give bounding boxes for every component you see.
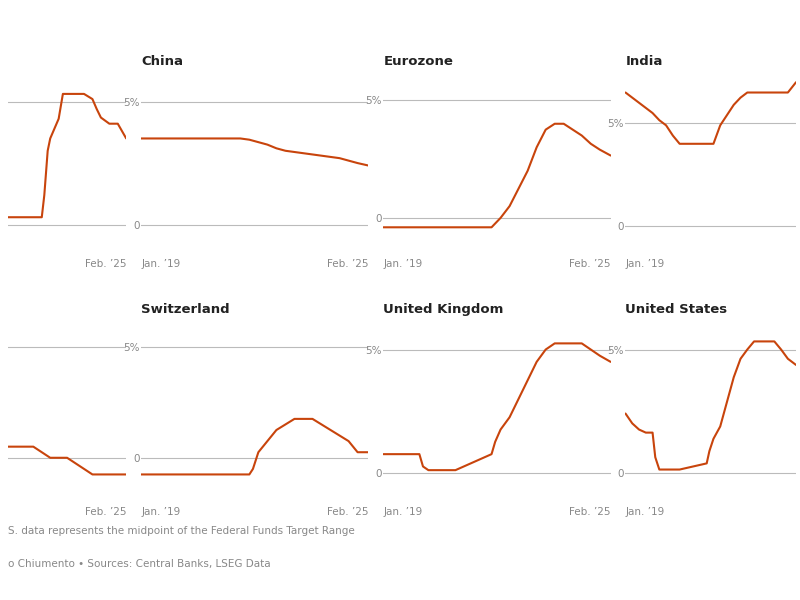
- Text: Eurozone: Eurozone: [383, 55, 453, 68]
- Text: Feb. ’25: Feb. ’25: [569, 507, 610, 517]
- Text: S. data represents the midpoint of the Federal Funds Target Range: S. data represents the midpoint of the F…: [8, 526, 354, 536]
- Text: Jan. ’19: Jan. ’19: [626, 259, 665, 269]
- Text: Feb. ’25: Feb. ’25: [327, 507, 369, 517]
- Text: United States: United States: [626, 303, 728, 316]
- Text: o Chiumento • Sources: Central Banks, LSEG Data: o Chiumento • Sources: Central Banks, LS…: [8, 559, 270, 569]
- Text: Jan. ’19: Jan. ’19: [383, 507, 422, 517]
- Text: Switzerland: Switzerland: [141, 303, 230, 316]
- Text: Jan. ’19: Jan. ’19: [141, 507, 180, 517]
- Text: Jan. ’19: Jan. ’19: [626, 507, 665, 517]
- Text: Feb. ’25: Feb. ’25: [569, 259, 610, 269]
- Text: Jan. ’19: Jan. ’19: [141, 259, 180, 269]
- Text: China: China: [141, 55, 183, 68]
- Text: Feb. ’25: Feb. ’25: [85, 507, 126, 517]
- Text: Feb. ’25: Feb. ’25: [85, 259, 126, 269]
- Text: Feb. ’25: Feb. ’25: [327, 259, 369, 269]
- Text: Jan. ’19: Jan. ’19: [383, 259, 422, 269]
- Text: United Kingdom: United Kingdom: [383, 303, 504, 316]
- Text: India: India: [626, 55, 663, 68]
